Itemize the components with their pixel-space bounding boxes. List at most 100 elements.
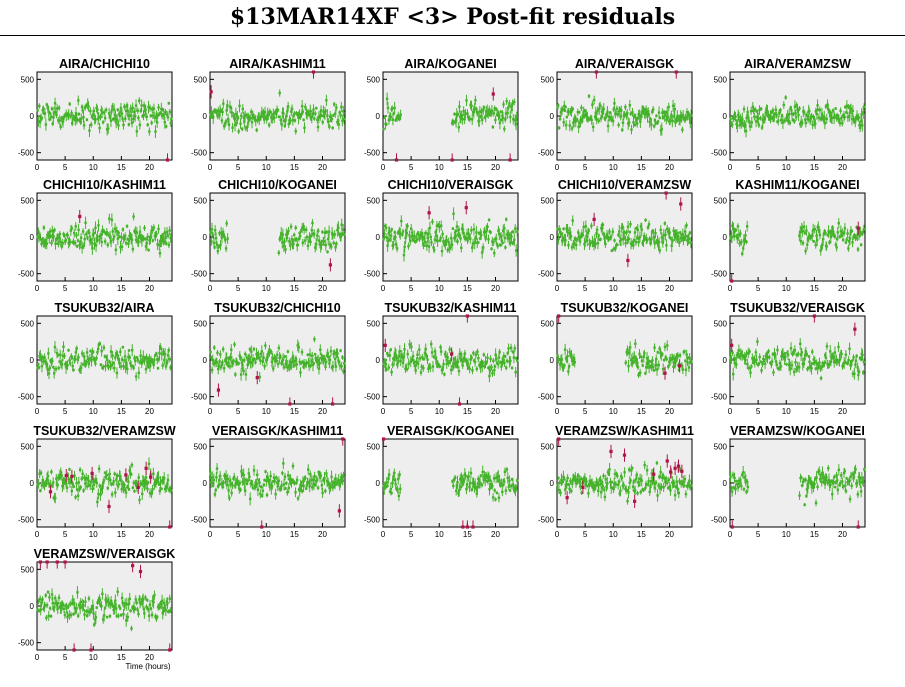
good-point — [832, 355, 835, 358]
good-point — [648, 237, 651, 240]
good-point — [680, 116, 683, 119]
good-point — [231, 126, 234, 129]
good-point — [286, 105, 290, 108]
good-point — [67, 478, 70, 481]
x-tick-label: 10 — [262, 163, 271, 172]
flagged-point — [288, 402, 292, 406]
good-point — [401, 230, 405, 233]
good-point — [318, 243, 322, 246]
good-point — [811, 350, 814, 354]
good-point — [97, 492, 100, 496]
good-point — [754, 120, 758, 123]
good-point — [457, 228, 461, 231]
good-point — [64, 112, 67, 116]
good-point — [775, 363, 779, 367]
good-point — [604, 116, 607, 120]
good-point — [407, 362, 410, 366]
good-point — [507, 347, 510, 350]
good-point — [163, 240, 166, 244]
good-point — [755, 358, 758, 361]
good-point — [55, 352, 59, 355]
good-point — [774, 353, 777, 357]
good-point — [605, 233, 609, 236]
good-point — [63, 240, 67, 243]
good-point — [307, 239, 311, 242]
good-point — [770, 363, 773, 366]
good-point — [106, 358, 109, 362]
good-point — [511, 102, 514, 105]
good-point — [258, 375, 261, 379]
good-point — [620, 109, 623, 112]
x-tick-label: 5 — [236, 407, 241, 416]
good-point — [679, 114, 682, 117]
good-point — [641, 364, 644, 367]
good-point — [857, 373, 860, 377]
good-point — [782, 355, 786, 358]
good-point — [857, 370, 861, 373]
good-point — [239, 356, 242, 359]
good-point — [647, 223, 651, 226]
good-point — [220, 236, 224, 239]
good-point — [218, 232, 221, 235]
good-point — [266, 356, 269, 359]
good-point — [332, 114, 335, 117]
good-point — [786, 353, 790, 357]
good-point — [515, 115, 518, 118]
good-point — [833, 235, 837, 238]
good-point — [491, 372, 494, 375]
good-point — [761, 363, 764, 366]
good-point — [148, 106, 152, 110]
good-point — [116, 108, 119, 112]
good-point — [240, 361, 244, 364]
good-point — [76, 239, 80, 242]
good-point — [254, 361, 257, 364]
good-point — [777, 119, 780, 122]
good-point — [139, 109, 143, 112]
good-point — [852, 118, 855, 121]
good-point — [119, 365, 123, 368]
good-point — [556, 354, 559, 357]
good-point — [688, 357, 691, 360]
good-point — [284, 248, 287, 251]
good-point — [114, 356, 117, 359]
good-point — [213, 362, 217, 365]
good-point — [387, 366, 390, 369]
good-point — [40, 364, 44, 368]
good-point — [163, 231, 167, 234]
good-point — [500, 361, 504, 364]
good-point — [327, 120, 330, 124]
good-point — [637, 240, 640, 244]
good-point — [460, 246, 463, 250]
good-point — [107, 365, 110, 369]
good-point — [563, 348, 567, 351]
flagged-point — [427, 211, 431, 215]
good-point — [647, 113, 651, 116]
good-point — [285, 360, 288, 363]
good-point — [319, 245, 322, 249]
flagged-points — [328, 258, 332, 272]
y-tick-label: 500 — [194, 319, 208, 328]
good-point — [52, 111, 56, 115]
good-point — [47, 482, 51, 485]
good-point — [646, 362, 649, 366]
good-point — [558, 363, 562, 366]
good-point — [210, 356, 213, 360]
good-point — [809, 365, 812, 369]
good-point — [90, 358, 93, 362]
good-point — [298, 231, 301, 235]
good-point — [299, 115, 302, 118]
good-point — [568, 124, 571, 127]
good-point — [263, 365, 266, 368]
good-point — [109, 240, 113, 243]
good-point — [498, 243, 502, 247]
good-point — [126, 237, 129, 241]
good-point — [397, 355, 401, 358]
good-point — [137, 371, 141, 375]
good-point — [819, 117, 823, 120]
flagged-points — [209, 70, 316, 99]
good-point — [123, 355, 127, 358]
good-point — [798, 234, 801, 237]
good-point — [162, 350, 165, 354]
good-point — [294, 357, 298, 360]
